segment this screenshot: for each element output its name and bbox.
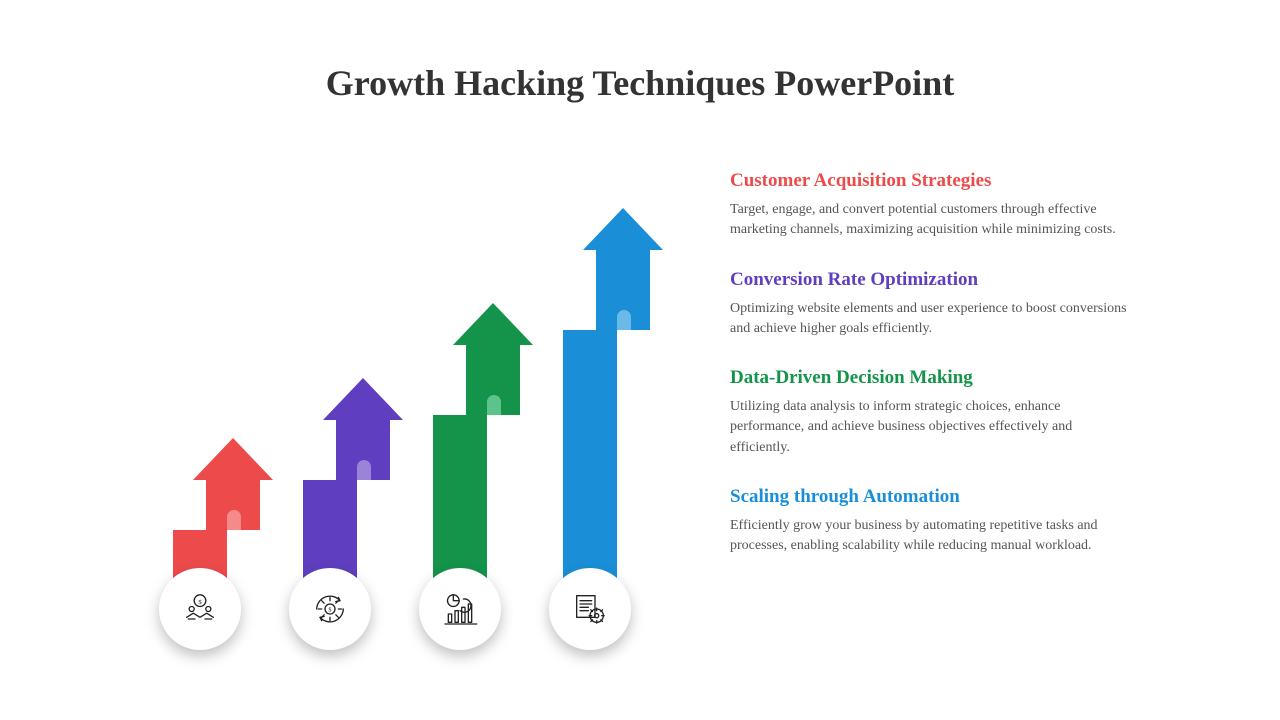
gear-cycle-icon: $ — [289, 568, 371, 650]
handshake-money-icon: $ — [159, 568, 241, 650]
list-item: Scaling through Automation Efficiently gr… — [730, 486, 1130, 557]
arrow-chart: $$ — [140, 160, 680, 660]
slide-title: Growth Hacking Techniques PowerPoint — [0, 62, 1280, 104]
automation-icon — [549, 568, 631, 650]
list-item: Data-Driven Decision Making Utilizing dat… — [730, 367, 1130, 458]
arrow-curl — [357, 460, 371, 480]
svg-text:$: $ — [198, 599, 202, 606]
item-desc: Utilizing data analysis to inform strate… — [730, 397, 1130, 458]
analytics-icon — [419, 568, 501, 650]
arrow-head — [453, 303, 533, 345]
text-list: Customer Acquisition Strategies Target, e… — [730, 170, 1130, 585]
item-desc: Efficiently grow your business by automa… — [730, 516, 1130, 557]
arrow-head — [323, 378, 403, 420]
arrow-head — [193, 438, 273, 480]
slide: Growth Hacking Techniques PowerPoint $$ … — [0, 0, 1280, 720]
item-title: Customer Acquisition Strategies — [730, 170, 1130, 192]
list-item: Conversion Rate Optimization Optimizing w… — [730, 269, 1130, 340]
arrow-curl — [487, 395, 501, 415]
item-title: Scaling through Automation — [730, 486, 1130, 508]
item-desc: Target, engage, and convert potential cu… — [730, 200, 1130, 241]
item-title: Data-Driven Decision Making — [730, 367, 1130, 389]
svg-text:$: $ — [329, 607, 332, 614]
list-item: Customer Acquisition Strategies Target, e… — [730, 170, 1130, 241]
arrow-head — [583, 208, 663, 250]
item-title: Conversion Rate Optimization — [730, 269, 1130, 291]
arrow-curl — [227, 510, 241, 530]
arrow-curl — [617, 310, 631, 330]
item-desc: Optimizing website elements and user exp… — [730, 299, 1130, 340]
